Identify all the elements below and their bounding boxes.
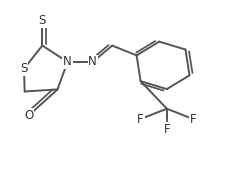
Text: S: S xyxy=(39,14,46,28)
Text: S: S xyxy=(20,62,28,75)
Text: F: F xyxy=(164,123,170,136)
Text: N: N xyxy=(63,55,72,68)
Text: O: O xyxy=(24,109,34,122)
Text: N: N xyxy=(88,55,97,68)
Text: F: F xyxy=(137,112,144,126)
Text: F: F xyxy=(190,112,196,126)
